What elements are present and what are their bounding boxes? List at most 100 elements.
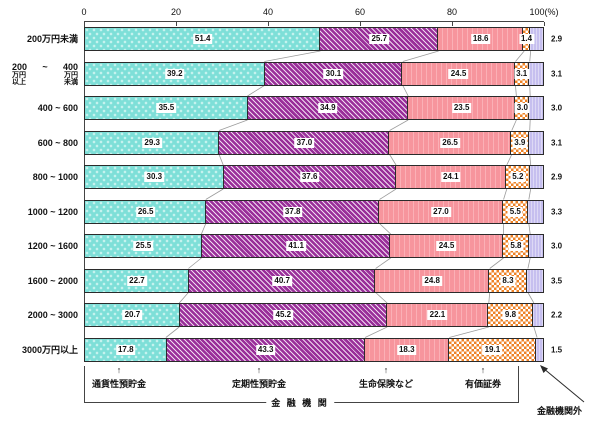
value-label: 22.7 xyxy=(127,275,147,286)
category-label-line: 1200 ~ 1600 xyxy=(27,241,78,251)
category-label: 1200 ~ 1600 xyxy=(2,234,80,258)
value-label: 37.6 xyxy=(299,172,320,182)
category-label-line: 1600 ~ 2000 xyxy=(27,275,78,286)
outside-value-label: 3.3 xyxy=(551,207,563,216)
stacked-bar: 17.8 43.3 18.3 19.1 1.5 xyxy=(84,337,562,362)
x-tick-label: 80 xyxy=(446,7,458,17)
category-label-line: 600 ~ 800 xyxy=(37,137,78,148)
value-label: 22.1 xyxy=(427,310,448,320)
value-label: 3.1 xyxy=(514,68,530,79)
value-label: 23.5 xyxy=(451,103,472,113)
outside-financial-arrow-icon xyxy=(540,365,585,403)
outside-value-label: 3.0 xyxy=(551,241,563,251)
series-annotation: ↑ 通貨性預貯金 xyxy=(92,366,146,390)
plot-area: 51.4 25.7 18.6 1.4 2.9 39.2 30.1 24.5 3.1 3.1 35.5… xyxy=(84,27,562,362)
x-tick-label: 60 xyxy=(354,7,366,17)
segment-outside-financial xyxy=(526,269,543,292)
category-label: 1000 ~ 1200 xyxy=(2,200,80,224)
series-name-label: 生命保険など xyxy=(358,379,414,389)
stacked-bar: 22.7 40.7 24.8 8.3 3.5 xyxy=(84,268,562,293)
value-label: 24.5 xyxy=(436,241,457,251)
x-tick-label: 100(%) xyxy=(529,7,559,17)
value-label: 25.7 xyxy=(369,34,390,44)
segment-outside-financial xyxy=(529,28,543,50)
category-label: 200 ~400 万円 万円 以上 未満 xyxy=(2,62,80,86)
category-label: 1600 ~ 2000 xyxy=(2,269,80,293)
stacked-bar: 30.3 37.6 24.1 5.2 2.9 xyxy=(84,165,562,189)
stacked-bar: 35.5 34.9 23.5 3.0 3.0 xyxy=(84,96,562,120)
value-label: 26.5 xyxy=(135,206,156,217)
value-label: 35.5 xyxy=(156,103,177,113)
up-arrow-icon: ↑ xyxy=(116,365,122,375)
category-label-line: 200 ~400 xyxy=(12,61,78,72)
up-arrow-icon: ↑ xyxy=(480,365,486,375)
stacked-bar: 25.5 41.1 24.5 5.8 3.0 xyxy=(84,234,562,258)
category-label-line: 800 ~ 1000 xyxy=(32,172,78,182)
value-label: 5.2 xyxy=(510,172,526,182)
segment-outside-financial xyxy=(528,62,543,85)
outside-value-label: 3.1 xyxy=(551,69,563,78)
outside-value-label: 3.0 xyxy=(551,103,563,113)
segment-outside-financial xyxy=(536,338,543,361)
outside-value-label: 2.9 xyxy=(551,172,563,182)
value-label: 37.0 xyxy=(294,137,315,148)
category-label-line: 400 ~ 600 xyxy=(37,103,78,113)
x-axis-tick-labels: 0 20 40 60 80 100(%) xyxy=(81,7,558,19)
value-label: 45.2 xyxy=(273,310,294,320)
up-arrow-icon: ↑ xyxy=(256,365,262,375)
value-label: 26.5 xyxy=(440,137,460,148)
outside-value-label: 3.5 xyxy=(551,276,563,285)
series-annotation: ↑ 有価証券 xyxy=(465,366,501,390)
x-tick-mark xyxy=(359,22,361,26)
series-name-label: 定期性預貯金 xyxy=(231,379,287,389)
value-label: 30.1 xyxy=(323,68,344,79)
value-label: 18.3 xyxy=(396,344,417,355)
stacked-bar: 29.3 37.0 26.5 3.9 3.1 xyxy=(84,130,562,155)
value-label: 29.3 xyxy=(142,137,163,148)
category-label-line: 200万円未満 xyxy=(26,34,78,44)
value-label: 20.7 xyxy=(122,310,143,320)
series-name-label: 通貨性預貯金 xyxy=(91,379,147,389)
category-label: 600 ~ 800 xyxy=(2,131,80,155)
segment-connector-lines xyxy=(165,50,538,338)
category-label: 800 ~ 1000 xyxy=(2,165,80,189)
stacked-bar: 51.4 25.7 18.6 1.4 2.9 xyxy=(84,27,562,51)
value-label: 24.1 xyxy=(441,172,461,182)
value-label: 9.8 xyxy=(502,310,519,320)
category-label-line: 万円 万円 xyxy=(12,71,78,79)
value-label: 40.7 xyxy=(272,275,292,286)
up-arrow-icon: ↑ xyxy=(383,365,389,375)
x-tick-label: 0 xyxy=(81,7,87,17)
stacked-bar: 39.2 30.1 24.5 3.1 3.1 xyxy=(84,61,562,86)
x-tick-mark xyxy=(175,22,177,26)
value-label: 24.5 xyxy=(448,68,469,79)
value-label: 37.8 xyxy=(282,206,303,217)
value-label: 3.0 xyxy=(514,103,530,113)
value-label: 19.1 xyxy=(482,344,503,355)
stacked-bar: 20.7 45.2 22.1 9.8 2.2 xyxy=(84,303,562,327)
outside-value-label: 1.5 xyxy=(551,345,563,354)
outside-value-label: 3.1 xyxy=(551,138,563,147)
value-label: 24.8 xyxy=(422,275,442,286)
category-label-line: 1000 ~ 1200 xyxy=(27,206,78,217)
value-label: 39.2 xyxy=(164,68,185,79)
outside-value-label: 2.2 xyxy=(551,310,563,320)
segment-outside-financial xyxy=(529,235,543,257)
financial-institutions-label: 金 融 機 関 xyxy=(266,396,334,409)
series-name-label: 有価証券 xyxy=(464,379,502,389)
series-annotation: ↑ 生命保険など xyxy=(359,366,413,390)
value-label: 30.3 xyxy=(144,172,165,182)
value-label: 25.5 xyxy=(133,241,154,251)
value-label: 8.3 xyxy=(500,275,516,286)
outside-financial-label: 金融機関外 xyxy=(537,406,583,416)
category-label: 400 ~ 600 xyxy=(2,96,80,120)
value-label: 18.6 xyxy=(470,34,491,44)
series-annotation: ↑ 定期性預貯金 xyxy=(232,366,286,390)
category-label-line: 2000 ~ 3000 xyxy=(27,310,78,320)
category-label: 2000 ~ 3000 xyxy=(2,303,80,327)
value-label: 3.9 xyxy=(512,137,528,148)
x-tick-mark xyxy=(267,22,269,26)
x-tick-label: 20 xyxy=(170,7,182,17)
value-label: 5.8 xyxy=(508,241,524,251)
